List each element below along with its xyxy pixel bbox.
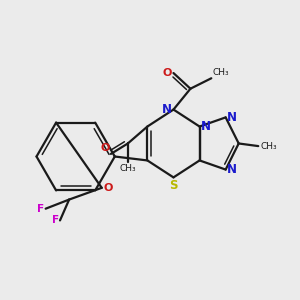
Text: O: O	[100, 142, 110, 153]
Text: CH₃: CH₃	[119, 164, 136, 173]
Text: CH₃: CH₃	[213, 68, 229, 77]
Text: N: N	[227, 163, 237, 176]
Text: F: F	[37, 204, 44, 214]
Text: N: N	[162, 103, 172, 116]
Text: CH₃: CH₃	[261, 142, 278, 151]
Text: S: S	[169, 179, 178, 192]
Text: N: N	[227, 111, 237, 124]
Text: N: N	[201, 120, 211, 133]
Text: O: O	[103, 183, 112, 193]
Text: F: F	[52, 215, 59, 225]
Text: O: O	[163, 68, 172, 78]
